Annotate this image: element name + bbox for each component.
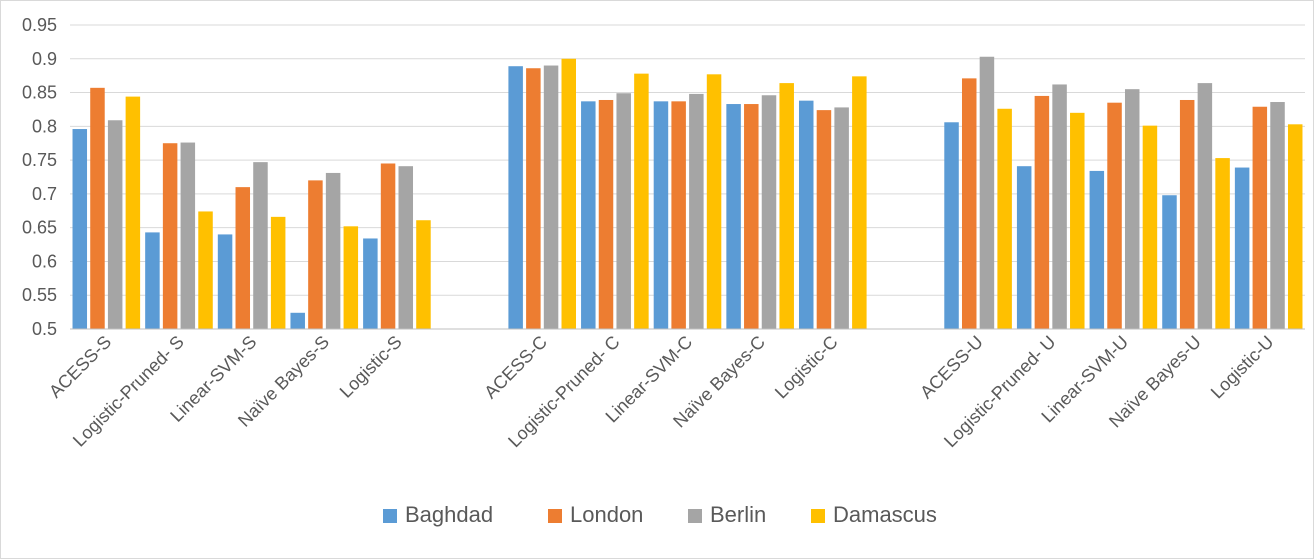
legend-item: Berlin (688, 502, 766, 527)
bar (779, 83, 794, 329)
bar (198, 211, 213, 329)
bar (145, 232, 160, 329)
bar (398, 166, 414, 329)
bar (961, 78, 977, 329)
bar (1142, 125, 1158, 329)
legend-swatch (688, 509, 702, 523)
bar (1215, 158, 1230, 329)
bar (561, 58, 577, 330)
bar (1124, 89, 1140, 329)
legend-item: London (548, 502, 643, 527)
bar (1179, 99, 1195, 329)
bar (581, 101, 596, 330)
y-tick-label: 0.75 (22, 150, 57, 170)
bar (235, 187, 251, 329)
legend-label: London (570, 502, 643, 527)
bar (816, 110, 832, 330)
bar (671, 101, 686, 330)
bar (180, 142, 196, 329)
bar (834, 107, 849, 329)
bar (380, 163, 396, 329)
bar (363, 238, 378, 329)
legend-swatch (383, 509, 397, 523)
legend-label: Berlin (710, 502, 766, 527)
legend-swatch (548, 509, 562, 523)
bar (125, 96, 141, 329)
series-london (90, 68, 1268, 330)
y-tick-label: 0.85 (22, 83, 57, 103)
series-damascus (125, 58, 1303, 330)
bar (1016, 166, 1032, 329)
x-category-label: ACESS-S (45, 332, 115, 402)
bar (308, 180, 323, 329)
legend-label: Damascus (833, 502, 937, 527)
bar (744, 104, 759, 329)
bar (761, 95, 777, 329)
bar (1107, 102, 1122, 329)
series-baghdad (72, 66, 1250, 330)
y-tick-label: 0.65 (22, 218, 57, 238)
x-category-label: Logistic-C (771, 332, 842, 403)
bar (1070, 112, 1085, 329)
bar (162, 143, 178, 329)
y-tick-label: 0.9 (32, 49, 57, 69)
x-category-label: Logistic-U (1207, 332, 1278, 403)
bar (1089, 170, 1105, 329)
y-tick-label: 0.55 (22, 285, 57, 305)
bar (1252, 106, 1268, 330)
bar (798, 100, 814, 329)
bar (253, 162, 268, 329)
y-tick-label: 0.5 (32, 319, 57, 339)
bar (726, 104, 741, 329)
bar (107, 120, 123, 330)
bars (72, 56, 1303, 330)
y-tick-label: 0.95 (22, 15, 57, 35)
bar (416, 220, 431, 329)
series-berlin (107, 56, 1285, 330)
bar (598, 99, 614, 329)
legend-item: Baghdad (383, 502, 493, 527)
bar (1234, 167, 1250, 329)
y-tick-label: 0.6 (32, 251, 57, 271)
bar (217, 234, 233, 329)
bar (72, 129, 88, 329)
bar (1034, 95, 1050, 329)
bar (852, 76, 867, 329)
bar (653, 101, 669, 330)
bar (90, 87, 105, 330)
bar (1287, 124, 1303, 329)
bar (689, 93, 704, 329)
bar (634, 73, 649, 329)
bar (270, 216, 286, 329)
y-tick-label: 0.7 (32, 184, 57, 204)
y-tick-label: 0.8 (32, 116, 57, 136)
y-axis-tick-labels: 0.5 0.55 0.6 0.65 0.7 0.75 0.8 0.85 0.9 0.95 (22, 15, 57, 339)
x-category-label: ACESS-U (916, 332, 987, 403)
bar (997, 108, 1012, 329)
bar (343, 226, 359, 329)
bar (1052, 84, 1067, 330)
bar (1270, 102, 1285, 329)
bar (325, 172, 341, 329)
x-category-label: ACESS-C (480, 332, 551, 403)
bar (290, 312, 305, 329)
bar (1197, 83, 1213, 329)
bar (944, 122, 959, 329)
bar (1162, 195, 1177, 329)
bar (526, 68, 541, 329)
bar (616, 93, 631, 329)
x-category-label: Logistic-S (336, 332, 406, 402)
legend-item: Damascus (811, 502, 937, 527)
bar (543, 65, 559, 330)
legend-swatch (811, 509, 825, 523)
legend: Baghdad London Berlin Damascus (383, 502, 937, 527)
bar (979, 56, 995, 330)
bar (508, 66, 523, 329)
bar (706, 74, 722, 329)
legend-label: Baghdad (405, 502, 493, 527)
